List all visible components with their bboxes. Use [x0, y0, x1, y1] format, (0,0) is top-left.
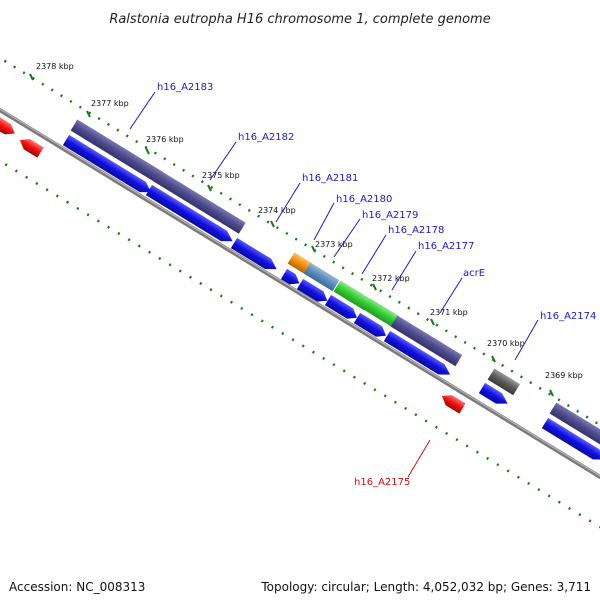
gene-label-h16-A2174[interactable]: h16_A2174: [540, 311, 596, 322]
feature-h16-A2180-cog[interactable]: [287, 252, 312, 274]
feature-h16-A2183-cds[interactable]: [62, 134, 155, 197]
reverse-cds-track: [0, 116, 466, 414]
feature-h16-A2182-cds[interactable]: [145, 184, 236, 246]
kbp-label-2374: 2374 kbp: [258, 206, 296, 215]
kbp-label-2373: 2373 kbp: [315, 240, 353, 249]
gene-label-h16-A2180[interactable]: h16_A2180: [336, 194, 392, 205]
feature-h16-A2179-cds[interactable]: [296, 278, 331, 306]
kbp-label-2376: 2376 kbp: [146, 135, 184, 144]
feature-acrE-cds[interactable]: [383, 330, 453, 380]
gene-label-h16-A2178[interactable]: h16_A2178: [388, 225, 444, 236]
feature-h16-A2179-cog[interactable]: [303, 262, 340, 292]
feature-left-reverse-1[interactable]: [0, 116, 18, 139]
cog-track: [70, 119, 600, 451]
gene-label-h16-A2183[interactable]: h16_A2183: [157, 82, 213, 93]
feature-h16-A2174-cog[interactable]: [487, 368, 520, 396]
accession-text: Accession: NC_008313: [9, 580, 146, 594]
gene-label-h16-A2181[interactable]: h16_A2181: [302, 173, 358, 184]
feature-h16-A2181-cds[interactable]: [230, 237, 280, 274]
feature-h16-A2183-cog[interactable]: [70, 119, 163, 183]
gene-label-acrE[interactable]: acrE: [463, 268, 485, 279]
gene-label-h16-A2179[interactable]: h16_A2179: [362, 210, 418, 221]
gene-label-h16-A2182[interactable]: h16_A2182: [238, 132, 294, 143]
feature-h16-A2175-cds[interactable]: [439, 391, 466, 414]
map-title: Ralstonia eutropha H16 chromosome 1, com…: [109, 12, 490, 27]
kbp-label-2377: 2377 kbp: [91, 99, 129, 108]
feature-h16-A2178-cds[interactable]: [324, 294, 360, 323]
genome-backbone: [0, 107, 600, 480]
genome-summary-text: Topology: circular; Length: 4,052,032 bp…: [261, 580, 591, 594]
gene-label-h16-A2177[interactable]: h16_A2177: [418, 241, 474, 252]
feature-left-reverse-2[interactable]: [17, 135, 44, 158]
feature-h16-A2177-cds[interactable]: [353, 312, 389, 341]
kbp-label-2371: 2371 kbp: [430, 308, 468, 317]
feature-h16-A2174-cds[interactable]: [478, 382, 511, 409]
kbp-label-2372: 2372 kbp: [372, 274, 410, 283]
kbp-ticks: [29, 73, 554, 397]
genome-backbone-highlight: [0, 108, 600, 477]
feature-h16-A2182-cog[interactable]: [153, 170, 246, 234]
kbp-label-2378: 2378 kbp: [36, 62, 74, 71]
feature-right-cog[interactable]: [549, 402, 600, 451]
feature-h16-A2177-cog[interactable]: [363, 298, 400, 328]
kbp-labels: 2378 kbp 2377 kbp 2376 kbp 2375 kbp 2374…: [36, 62, 583, 380]
label-leaders: [129, 91, 539, 361]
feature-h16-A2180-cds[interactable]: [280, 268, 303, 289]
gene-label-h16-A2175[interactable]: h16_A2175: [354, 477, 410, 488]
kbp-label-2369: 2369 kbp: [545, 371, 583, 380]
feature-acrE-cog[interactable]: [390, 315, 463, 367]
gene-labels: h16_A2183 h16_A2182 h16_A2181 h16_A2180 …: [157, 82, 596, 488]
outer-tick-track: [0, 56, 600, 427]
feature-right-cds[interactable]: [541, 417, 600, 465]
label-leader-h16-A2175: [407, 439, 431, 478]
kbp-label-2375: 2375 kbp: [202, 171, 240, 180]
kbp-label-2370: 2370 kbp: [487, 339, 525, 348]
forward-cds-track: [62, 134, 600, 465]
feature-h16-A2178-cog[interactable]: [333, 280, 372, 311]
